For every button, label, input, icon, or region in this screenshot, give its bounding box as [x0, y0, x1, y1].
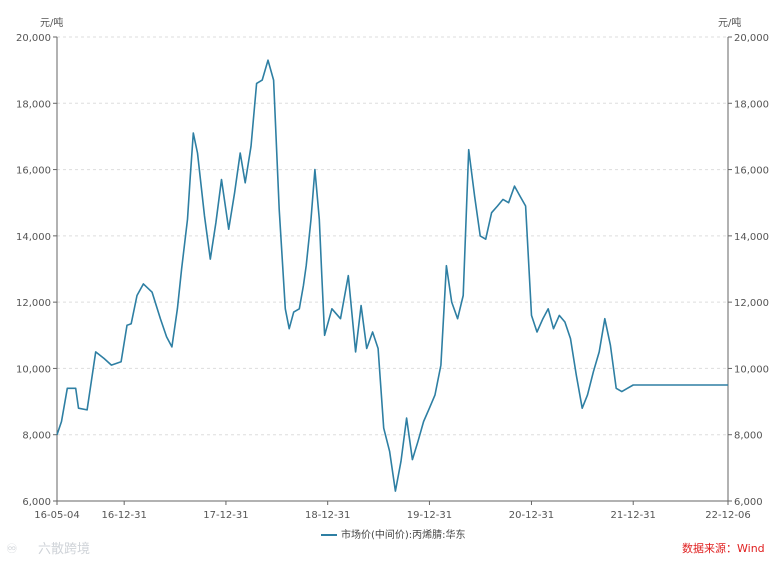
source-label: 数据来源：Wind [682, 541, 765, 555]
series-line [56, 59, 728, 492]
y-tick-label-left: 8,000 [22, 431, 51, 442]
x-tick-label: 20-12-31 [509, 510, 554, 521]
y-tick-label-right: 18,000 [734, 99, 769, 110]
watermark-logo-icon: ♾ [6, 542, 18, 557]
grid-lines [57, 36, 728, 436]
y-axis-left-ticks: 6,000 8,000 10,000 12,000 14,000 16,000 18,000… [16, 33, 57, 508]
x-tick-label: 22-12-06 [705, 510, 750, 521]
y-axis-right-ticks: 6,000 8,000 10,000 12,000 14,000 16,000 18,000… [728, 33, 769, 508]
legend-label: 市场价(中间价):丙烯腈:华东 [341, 528, 466, 541]
watermark: ♾ 六散跨境 [6, 542, 90, 557]
axes [56, 37, 729, 502]
y-axis-left-unit: 元/吨 [40, 16, 63, 29]
y-tick-label-left: 10,000 [16, 364, 51, 375]
y-tick-label-right: 8,000 [734, 431, 763, 442]
y-tick-label-right: 12,000 [734, 298, 769, 309]
x-tick-label: 16-12-31 [101, 510, 146, 521]
x-tick-label: 18-12-31 [305, 510, 350, 521]
y-tick-label-left: 6,000 [22, 497, 51, 508]
y-tick-label-left: 18,000 [16, 99, 51, 110]
x-tick-label: 17-12-31 [203, 510, 248, 521]
x-tick-label: 21-12-31 [611, 510, 656, 521]
x-axis-ticks: 16-05-04 16-12-31 17-12-31 18-12-31 19-12-31… [34, 501, 751, 521]
y-tick-label-right: 10,000 [734, 364, 769, 375]
y-tick-label-left: 12,000 [16, 298, 51, 309]
y-tick-label-right: 20,000 [734, 33, 769, 44]
y-tick-label-right: 16,000 [734, 166, 769, 177]
y-tick-label-left: 20,000 [16, 33, 51, 44]
y-tick-label-right: 6,000 [734, 497, 763, 508]
y-tick-label-left: 14,000 [16, 232, 51, 243]
y-tick-label-left: 16,000 [16, 166, 51, 177]
y-axis-right-unit: 元/吨 [718, 16, 741, 29]
watermark-text: 六散跨境 [38, 542, 90, 557]
x-tick-label: 19-12-31 [407, 510, 452, 521]
x-tick-label: 16-05-04 [34, 510, 79, 521]
series-layer [56, 59, 728, 492]
legend[interactable]: 市场价(中间价):丙烯腈:华东 [321, 528, 466, 541]
y-tick-label-right: 14,000 [734, 232, 769, 243]
